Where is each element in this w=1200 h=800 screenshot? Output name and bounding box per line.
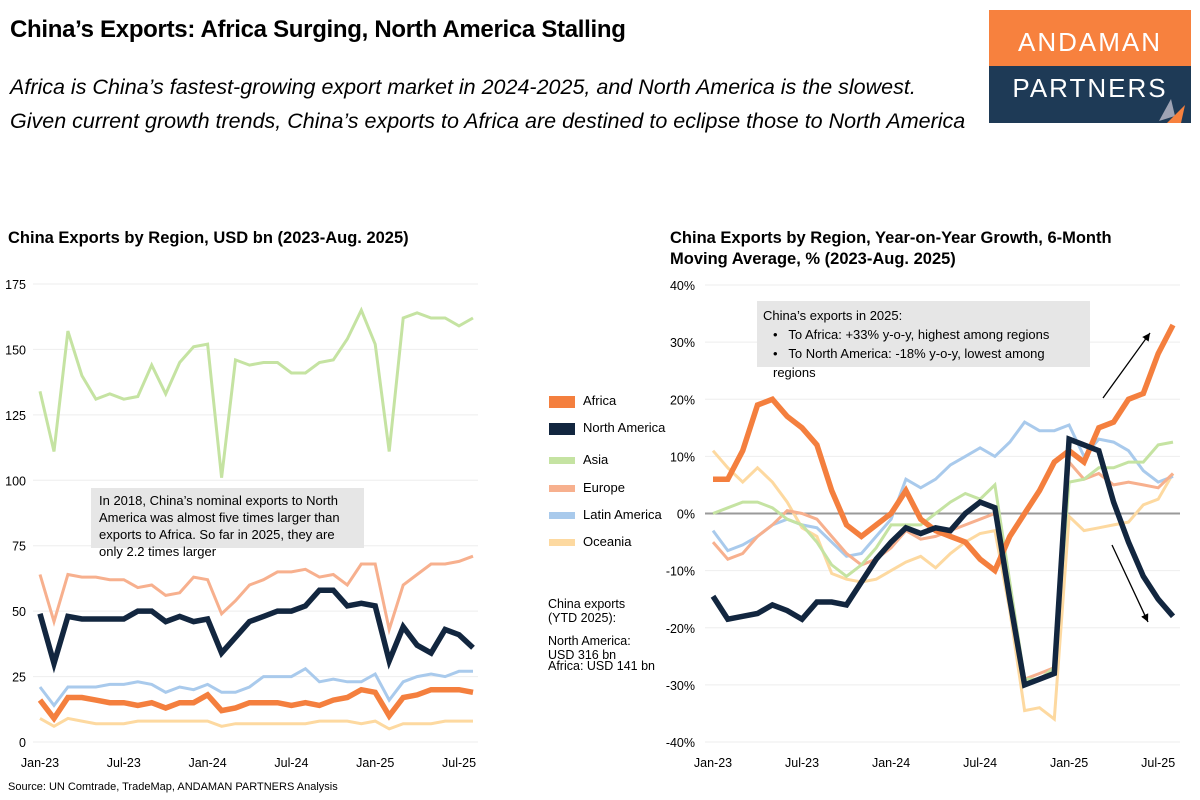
legend-label: Africa [583, 393, 617, 408]
north-america-ytd-label: North America: USD 316 bn [548, 634, 631, 662]
series-line-oceania [39, 716, 473, 731]
logo-top: ANDAMAN [989, 10, 1191, 66]
legend-swatch [549, 395, 575, 408]
legend-item: Asia [549, 452, 608, 467]
x-tick-label: Jul-25 [442, 756, 476, 770]
source-note: Source: UN Comtrade, TradeMap, ANDAMAN P… [8, 781, 338, 793]
legend-item: North America [549, 420, 665, 435]
legend-item: Oceania [549, 534, 631, 549]
y-tick-label: 0% [677, 508, 695, 522]
series-line-north-america [37, 587, 475, 674]
right-chart-title: China Exports by Region, Year-on-Year Gr… [670, 229, 1112, 268]
y-tick-label: 0 [19, 736, 26, 750]
x-tick-label: Jan-25 [1050, 756, 1088, 770]
x-tick-label: Jan-24 [872, 756, 910, 770]
legend-label: Latin America [583, 507, 662, 522]
x-tick-label: Jan-23 [694, 756, 732, 770]
x-tick-label: Jan-25 [356, 756, 394, 770]
y-tick-label: 175 [5, 278, 26, 292]
legend-swatch [549, 539, 575, 547]
up-trend-arrow [1102, 332, 1151, 399]
left-annotation-box: In 2018, China’s nominal exports to Nort… [91, 488, 364, 559]
legend-swatch [549, 512, 575, 520]
legend-label: North America [583, 420, 666, 435]
legend-item: Africa [549, 393, 616, 408]
y-tick-label: 30% [670, 336, 695, 350]
y-tick-label: 150 [5, 343, 26, 357]
y-tick-label: -30% [666, 679, 695, 693]
down-trend-arrow [1111, 544, 1149, 623]
annotation-bullet-text: To Africa: +33% y-o-y, highest among reg… [788, 327, 1050, 342]
left-chart-title: China Exports by Region, USD bn (2023-Au… [8, 229, 409, 247]
y-tick-label: 50 [12, 605, 26, 619]
legend-swatch [549, 457, 575, 465]
series-line-africa [37, 686, 474, 724]
logo-bottom-text: PARTNERS [1012, 73, 1168, 103]
legend-label: Oceania [583, 534, 632, 549]
page-title: China’s Exports: Africa Surging, North A… [10, 16, 626, 43]
y-tick-label: 40% [670, 279, 695, 293]
legend-item: Europe [549, 480, 625, 495]
legend-item: Latin America [549, 507, 662, 522]
x-tick-label: Jul-23 [785, 756, 819, 770]
x-tick-label: Jul-24 [274, 756, 308, 770]
ytd-label: China exports (YTD 2025): [548, 597, 626, 625]
legend-label: Europe [583, 480, 625, 495]
y-tick-label: 20% [670, 393, 695, 407]
x-tick-label: Jul-25 [1141, 756, 1175, 770]
x-tick-label: Jul-24 [963, 756, 997, 770]
andaman-partners-logo: ANDAMAN PARTNERS [989, 10, 1191, 123]
y-tick-label: -20% [666, 622, 695, 636]
legend-swatch [549, 422, 575, 435]
legend-swatch [549, 485, 575, 493]
series-line-asia [712, 440, 1174, 681]
logo-bottom: PARTNERS [989, 66, 1191, 123]
africa-ytd-label: Africa: USD 141 bn [548, 659, 655, 673]
y-tick-label: 25 [12, 671, 26, 685]
page-subtitle: Africa is China’s fastest-growing export… [10, 75, 966, 133]
x-tick-label: Jan-23 [21, 756, 59, 770]
series-line-asia [38, 306, 474, 478]
series-line-europe [38, 554, 474, 636]
x-tick-label: Jan-24 [188, 756, 226, 770]
right-annotation-box: China’s exports in 2025: • To Africa: +3… [757, 301, 1090, 380]
series-line-north-america [710, 435, 1176, 689]
series-line-latin-america [38, 666, 473, 708]
x-tick-label: Jul-23 [107, 756, 141, 770]
y-tick-label: 100 [5, 474, 26, 488]
annotation-bullet: • To North America: -18% y-o-y, lowest a… [773, 346, 1045, 380]
y-tick-label: 125 [5, 409, 26, 423]
annotation-bullet: • To Africa: +33% y-o-y, highest among r… [773, 327, 1050, 342]
annotation-heading: China’s exports in 2025: [763, 308, 903, 323]
legend-label: Asia [583, 452, 609, 467]
y-tick-label: -10% [666, 565, 695, 579]
y-tick-label: 10% [670, 450, 695, 464]
annotation-bullet-text: To North America: -18% y-o-y, lowest amo… [773, 346, 1045, 380]
series-line-oceania [711, 449, 1175, 722]
series-line-africa [713, 323, 1176, 575]
y-tick-label: -40% [666, 736, 695, 750]
sail-icon [1159, 99, 1185, 123]
y-tick-label: 75 [12, 540, 26, 554]
